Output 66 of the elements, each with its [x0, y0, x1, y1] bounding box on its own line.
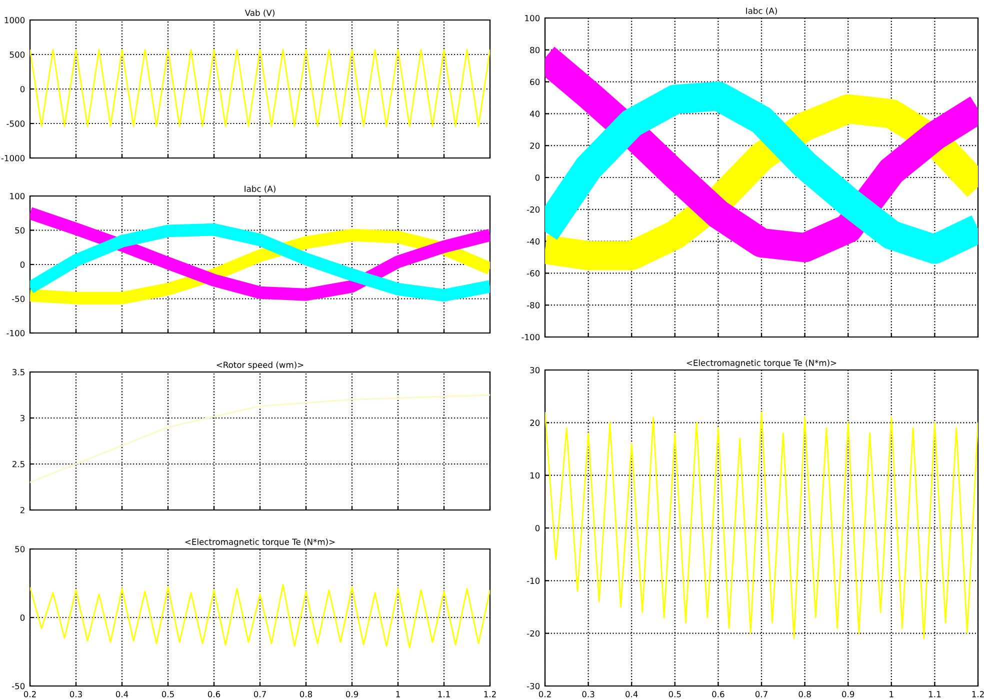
y-tick-label: -50	[12, 682, 25, 690]
y-tick-label: -40	[526, 238, 540, 245]
y-tick-label: 0	[535, 524, 540, 532]
y-tick-label: -10	[526, 578, 540, 584]
y-tick-label: 30	[530, 366, 540, 374]
x-tick-label: 1	[396, 691, 400, 698]
y-tick-label: 10	[530, 472, 540, 479]
y-tick-label: 80	[530, 46, 540, 54]
x-tick-label: 1.2	[972, 691, 984, 698]
x-tick-label: 0.8	[300, 691, 312, 698]
y-tick-label: 500	[10, 51, 25, 58]
x-tick-label: 1.2	[484, 691, 496, 698]
y-tick-label: 0	[20, 86, 25, 92]
x-tick-label: 0.3	[582, 691, 594, 698]
y-tick-label: 0	[20, 261, 25, 268]
y-tick-label: 0	[535, 174, 540, 181]
y-tick-label: 20	[530, 142, 540, 149]
y-tick-label: 50	[15, 546, 25, 552]
line-series	[30, 394, 490, 484]
line-series	[30, 584, 490, 648]
x-tick-label: 0.6	[208, 691, 220, 698]
line-series	[545, 411, 978, 640]
x-tick-label: 0.4	[626, 691, 638, 698]
x-tick-label: 0.5	[162, 691, 174, 698]
chart-title: Iabc (A)	[746, 8, 777, 15]
x-tick-label: 0.4	[116, 691, 128, 698]
y-tick-label: -1000	[1, 154, 25, 162]
x-tick-label: 0.6	[712, 691, 724, 698]
y-tick-label: -60	[526, 270, 540, 276]
y-tick-label: 2.5	[12, 460, 24, 468]
y-tick-label: 3	[20, 414, 24, 422]
chart-title: Iabc (A)	[244, 186, 276, 193]
x-tick-label: 0.7	[254, 691, 266, 698]
x-tick-label: 0.5	[668, 691, 681, 698]
x-tick-label: 1.1	[928, 691, 941, 698]
y-tick-label: 20	[530, 420, 540, 426]
chart-title: <Electromagnetic torque Te (N*m)>	[185, 538, 335, 547]
y-tick-label: 1000	[4, 16, 25, 24]
x-tick-label: 0.2	[538, 691, 551, 698]
y-tick-label: -30	[526, 682, 540, 690]
y-tick-label: -80	[526, 302, 540, 308]
x-tick-label: 1.1	[438, 691, 450, 698]
y-tick-label: -20	[526, 206, 540, 213]
x-tick-label: 0.3	[70, 691, 82, 698]
y-tick-label: 40	[530, 110, 540, 117]
y-tick-label: -50	[12, 296, 25, 302]
chart-title: <Electromagnetic torque Te (N*m)>	[686, 360, 836, 368]
x-tick-label: 0.7	[755, 691, 768, 698]
x-tick-label: 0.2	[24, 691, 36, 698]
chart-title: Vab (V)	[244, 10, 274, 17]
x-tick-label: 1	[890, 691, 894, 698]
y-tick-label: 60	[530, 78, 540, 86]
y-tick-label: -20	[526, 630, 540, 637]
y-tick-label: 0	[20, 614, 25, 621]
x-tick-label: 0.9	[346, 691, 358, 698]
y-tick-label: 3.5	[12, 368, 24, 376]
y-tick-label: 50	[15, 227, 25, 234]
y-tick-label: -100	[6, 330, 25, 336]
y-tick-label: -500	[6, 120, 25, 127]
y-tick-label: 2	[20, 506, 24, 514]
chart-title: <Rotor speed (wm)>	[216, 362, 304, 370]
x-tick-label: 0.8	[798, 691, 811, 698]
y-tick-label: -100	[522, 334, 540, 340]
x-tick-label: 0.9	[842, 691, 854, 698]
y-tick-label: 100	[525, 14, 540, 22]
y-tick-label: 100	[10, 192, 25, 200]
